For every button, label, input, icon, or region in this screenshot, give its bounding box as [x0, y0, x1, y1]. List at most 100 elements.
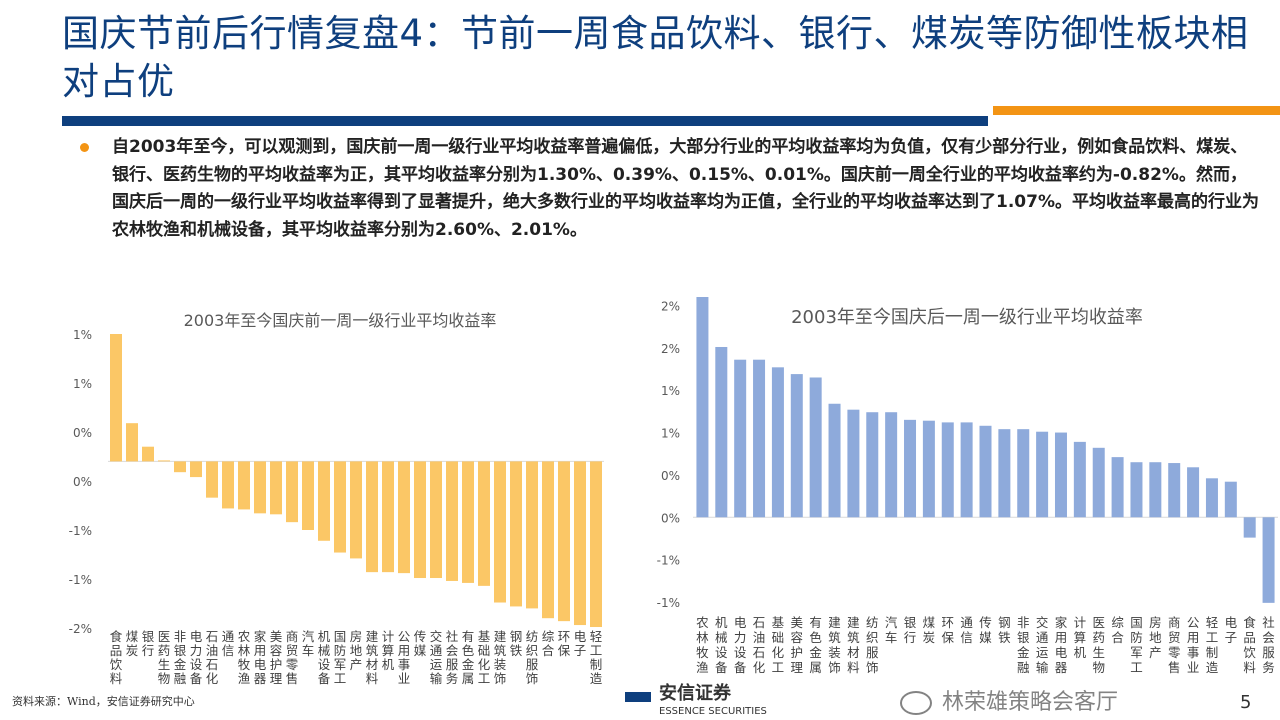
x-tick-label: 钢铁 — [998, 615, 1011, 645]
x-tick-label: 社会服务 — [1262, 615, 1275, 675]
bar — [1168, 463, 1181, 518]
y-tick-label: 0% — [661, 511, 680, 525]
x-tick-label: 房地产 — [1149, 615, 1162, 660]
y-tick-label: -1% — [657, 554, 680, 568]
x-tick-label: 商贸零售 — [1168, 615, 1181, 675]
bar — [885, 412, 898, 518]
x-tick-label: 通信 — [222, 629, 235, 658]
x-tick-label: 国防军工 — [1130, 615, 1143, 675]
bar — [238, 461, 250, 510]
bar — [462, 461, 474, 583]
x-tick-label: 医药生物 — [1092, 615, 1105, 675]
bar — [350, 461, 362, 559]
y-tick-label: 1% — [73, 377, 92, 391]
bar — [270, 461, 282, 515]
bar — [753, 359, 766, 518]
x-tick-label: 传媒 — [979, 615, 992, 645]
bar — [510, 461, 522, 607]
bar — [771, 367, 784, 518]
x-tick-label: 公用事业 — [398, 629, 411, 686]
bar — [398, 461, 410, 574]
logo-en: ESSENCE SECURITIES — [659, 706, 767, 717]
x-tick-label: 环保 — [558, 629, 571, 658]
bar — [1036, 431, 1049, 518]
x-tick-label: 建筑装饰 — [828, 615, 841, 675]
y-tick-label: 0% — [73, 475, 92, 489]
bar — [1149, 462, 1162, 518]
bar — [979, 425, 992, 518]
bar — [790, 374, 803, 518]
x-tick-label: 纺织服饰 — [526, 629, 539, 686]
page-number: 5 — [1240, 692, 1252, 713]
x-tick-label: 建筑材料 — [366, 629, 379, 686]
bar — [478, 461, 490, 586]
bar — [998, 429, 1011, 518]
bar — [734, 359, 747, 518]
bar — [1111, 457, 1124, 518]
bar — [715, 346, 728, 518]
x-tick-label: 综合 — [542, 629, 555, 658]
x-tick-label: 美容护理 — [791, 615, 804, 675]
bar — [904, 419, 917, 518]
logo-cn: 安信证券 — [659, 683, 731, 704]
bar — [1187, 467, 1200, 518]
bar — [922, 420, 935, 518]
x-tick-label: 建筑材料 — [847, 615, 860, 675]
x-tick-label: 通信 — [960, 615, 973, 645]
bar — [941, 422, 954, 518]
bar — [828, 403, 841, 518]
x-tick-label: 有色金属 — [809, 615, 822, 675]
bullet-icon — [80, 143, 89, 152]
bar — [809, 377, 822, 518]
x-tick-label: 商贸零售 — [286, 629, 299, 686]
y-tick-label: -2% — [69, 622, 92, 636]
x-tick-label: 机械设备 — [318, 629, 331, 686]
x-tick-label: 公用事业 — [1187, 615, 1200, 675]
bar — [254, 461, 266, 514]
x-tick-label: 煤炭 — [126, 629, 139, 658]
x-tick-label: 食品饮料 — [1243, 615, 1256, 675]
bar — [1054, 432, 1067, 518]
x-tick-label: 传媒 — [414, 629, 427, 658]
y-tick-label: 0% — [661, 469, 680, 483]
bar — [526, 461, 538, 609]
x-tick-label: 建筑装饰 — [494, 629, 507, 686]
title-underline-orange — [993, 106, 1280, 115]
x-tick-label: 环保 — [942, 615, 955, 645]
bar — [110, 334, 122, 462]
x-tick-label: 电子 — [574, 629, 587, 658]
bar — [414, 461, 426, 579]
y-tick-label: 2% — [661, 342, 680, 356]
y-tick-label: -1% — [69, 524, 92, 538]
x-tick-label: 农林牧渔 — [238, 629, 251, 686]
x-tick-label: 交通运输 — [430, 629, 443, 686]
bar — [558, 461, 570, 622]
y-tick-label: 0% — [73, 426, 92, 440]
bar — [574, 461, 586, 626]
x-tick-label: 国防军工 — [334, 629, 347, 686]
page-title: 国庆节前后行情复盘4：节前一周食品饮料、银行、煤炭等防御性板块相对占优 — [62, 12, 1249, 103]
bar — [847, 409, 860, 518]
bar — [190, 461, 202, 478]
bar — [318, 461, 330, 541]
bar — [158, 460, 170, 462]
watermark-text: 林荣雄策略会客厅 — [942, 690, 1119, 715]
logo-mark-icon — [625, 692, 651, 702]
bar — [1243, 517, 1256, 538]
bar — [206, 461, 218, 498]
x-tick-label: 纺织服饰 — [866, 615, 879, 675]
x-tick-label: 电力设备 — [734, 615, 747, 675]
bar — [696, 297, 709, 518]
chart-title: 2003年至今国庆后一周一级行业平均收益率 — [791, 307, 1143, 328]
x-tick-label: 计算机 — [1074, 615, 1087, 660]
x-tick-label: 基础化工 — [478, 629, 491, 686]
x-tick-label: 非银金融 — [174, 629, 187, 686]
x-tick-label: 房地产 — [350, 629, 363, 672]
x-tick-label: 有色金属 — [462, 629, 475, 686]
x-tick-label: 钢铁 — [510, 629, 523, 658]
x-tick-label: 银行 — [904, 615, 917, 645]
x-tick-label: 家用电器 — [1055, 615, 1068, 675]
bar — [1073, 441, 1086, 518]
bar — [430, 461, 442, 579]
